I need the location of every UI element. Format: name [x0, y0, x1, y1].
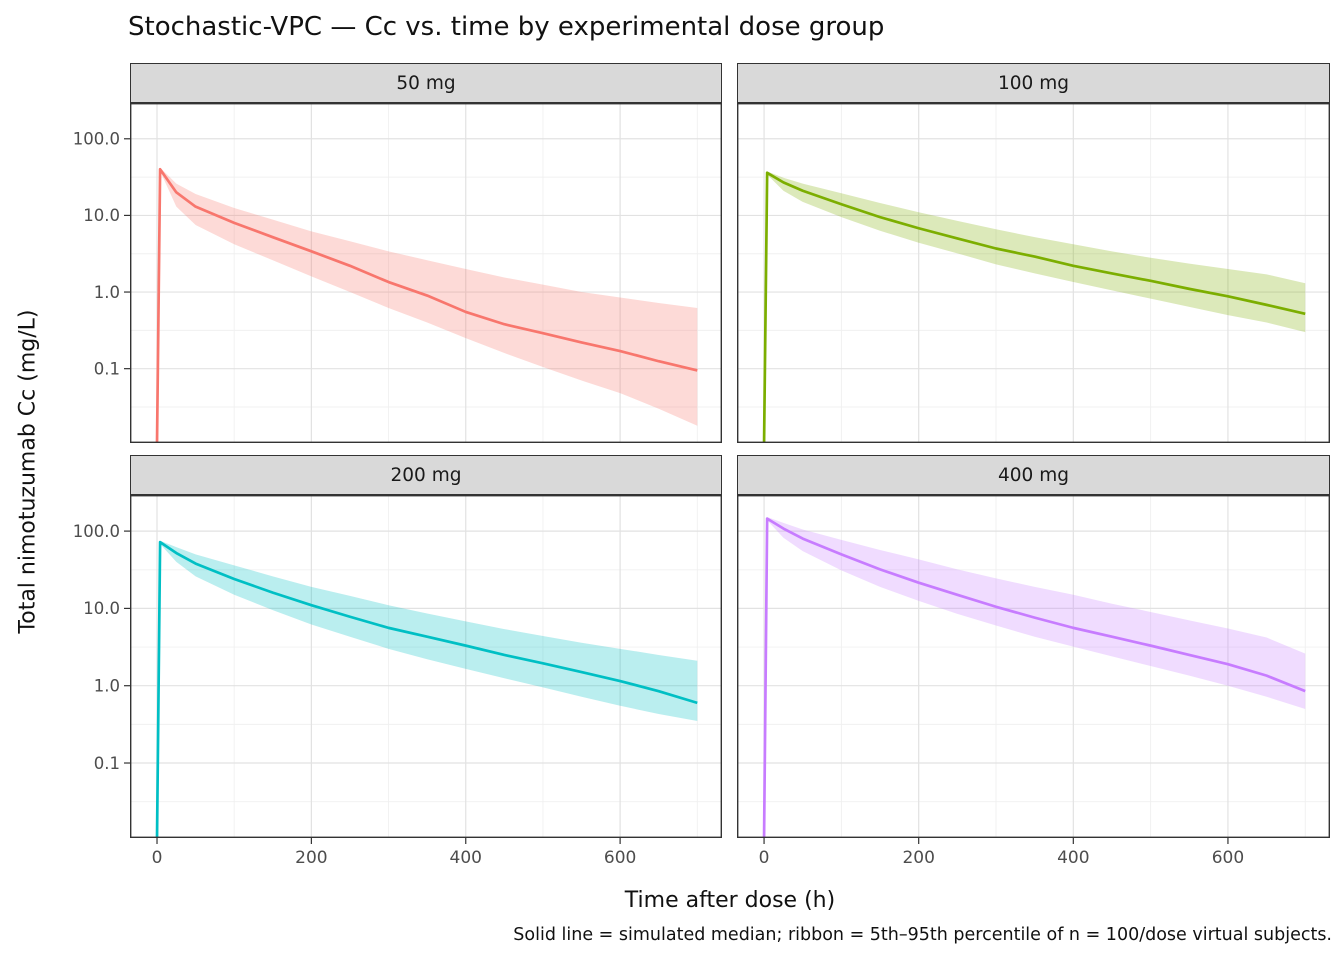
x-tick-label: 0 [759, 848, 770, 868]
panel-plot-400mg: 0 200 400 600 [736, 494, 1330, 868]
y-tick-label: 0.1 [94, 359, 120, 378]
y-axis-title: Total nimotuzumab Cc (mg/L) [15, 309, 41, 634]
x-tick-label: 600 [1212, 848, 1244, 868]
panel-background [130, 103, 722, 443]
y-tick-label: 100.0 [73, 130, 120, 149]
percentile-ribbon [767, 517, 1306, 709]
x-tick-label: 600 [604, 848, 636, 868]
panel-border [129, 102, 722, 444]
panel-plot-50mg: 100.0 10.0 1.0 0.1 [73, 102, 722, 444]
x-tick-label: 400 [1057, 848, 1089, 868]
facet-400mg: 400 mg 0 200 400 600 [736, 455, 1330, 868]
facet-100mg: 100 mg [736, 63, 1330, 444]
percentile-ribbon [160, 540, 698, 721]
median-line [762, 171, 1306, 444]
x-tick-label: 400 [450, 848, 482, 868]
median-line [155, 167, 698, 444]
percentile-ribbon [767, 171, 1306, 333]
facet-strip-200mg: 200 mg [130, 455, 722, 495]
y-tick-label: 1.0 [94, 283, 120, 302]
panel-border [129, 494, 722, 839]
y-tick-label: 100.0 [73, 522, 120, 541]
panel-border [736, 102, 1330, 444]
panel-plot-200mg: 0 200 400 600 100.0 10.0 1.0 0.1 [73, 494, 722, 868]
median-line [762, 517, 1306, 839]
median-line [155, 540, 698, 839]
y-tick-label: 1.0 [94, 676, 120, 695]
facet-50mg: 50 mg 100.0 10.0 1.0 0.1 [73, 63, 722, 444]
facet-strip-400mg: 400 mg [737, 455, 1330, 495]
facet-200mg: 200 mg 0 200 400 600 100.0 10.0 1.0 0.1 [73, 455, 722, 868]
x-tick-label: 200 [902, 848, 934, 868]
plot-caption: Solid line = simulated median; ribbon = … [513, 925, 1332, 945]
panel-plot-100mg [736, 102, 1330, 444]
panel-background [130, 495, 722, 838]
panel-background [737, 103, 1330, 443]
panel-border [736, 494, 1330, 839]
x-axis-title: Time after dose (h) [624, 888, 836, 913]
x-tick-label: 0 [152, 848, 163, 868]
y-tick-label: 10.0 [83, 206, 120, 225]
x-tick-label: 200 [295, 848, 327, 868]
y-tick-label: 10.0 [83, 599, 120, 618]
plot-title: Stochastic-VPC — Cc vs. time by experime… [128, 12, 885, 42]
facet-strip-50mg: 50 mg [130, 63, 722, 103]
facet-strip-100mg: 100 mg [737, 63, 1330, 103]
y-tick-label: 0.1 [94, 754, 120, 773]
